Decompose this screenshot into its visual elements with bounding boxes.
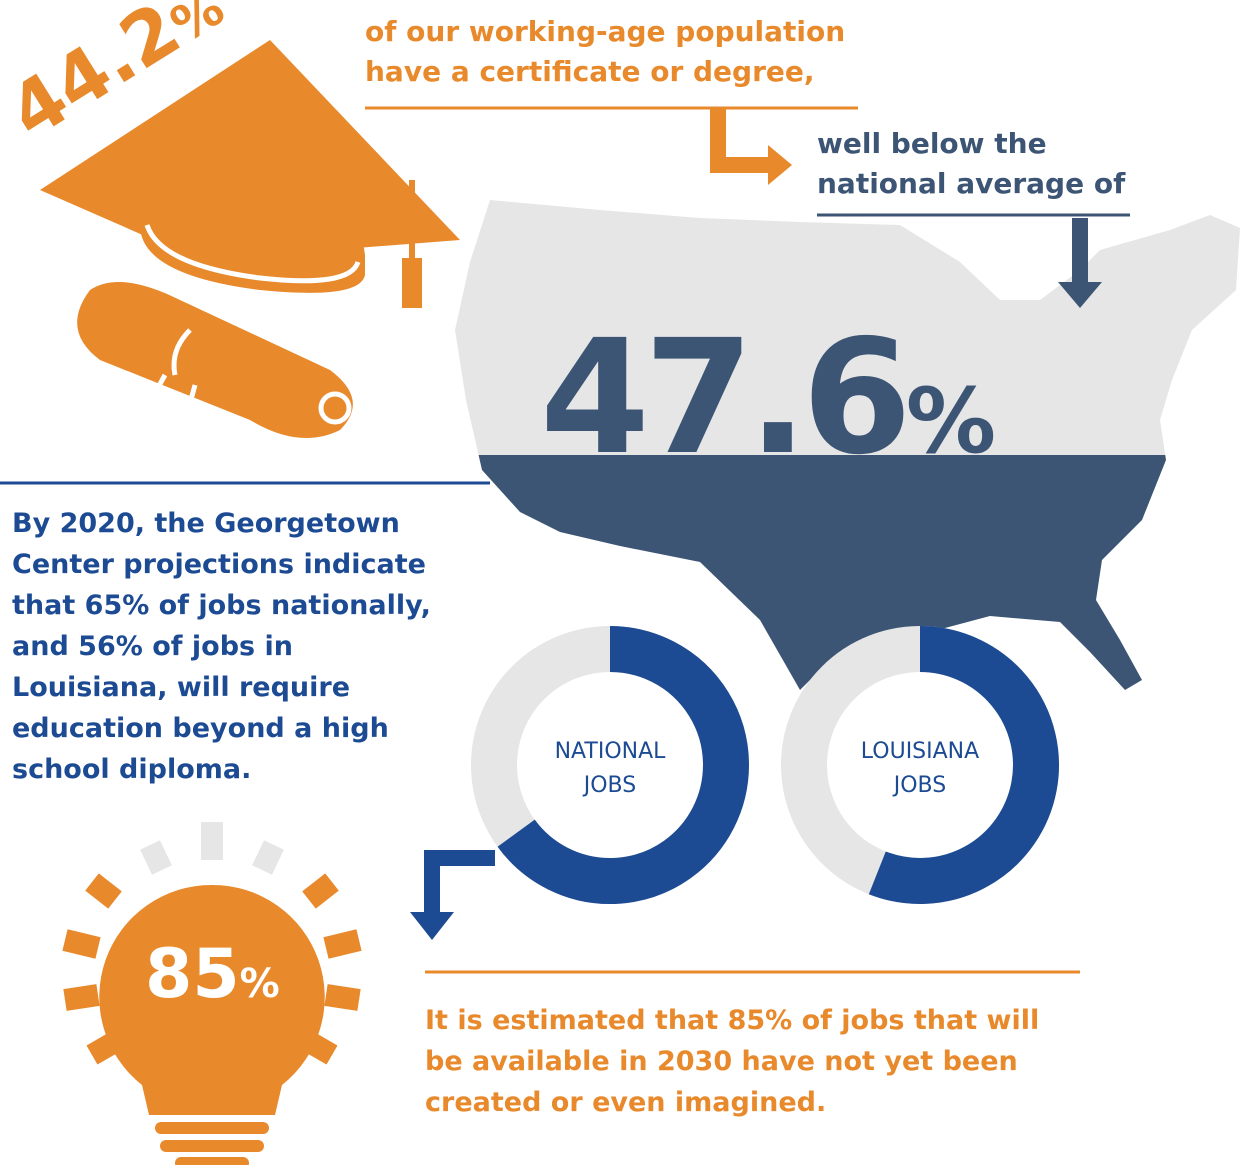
text-line: Center projections indicate <box>12 549 426 580</box>
donut-arc <box>868 626 1059 904</box>
arrow-head <box>768 145 792 185</box>
donuts: NATIONAL JOBS LOUISIANA JOBS <box>471 626 1059 904</box>
donut-label: NATIONAL <box>555 739 667 764</box>
donut-label: LOUISIANA <box>861 739 979 764</box>
text-line: national average of <box>817 167 1126 200</box>
text-line: and 56% of jobs in <box>12 631 293 662</box>
text-line: created or even imagined. <box>425 1087 827 1118</box>
graduation-icon <box>40 40 460 449</box>
stat-unit: % <box>905 369 997 474</box>
text-line: school diploma. <box>12 754 252 785</box>
donut-label: JOBS <box>582 773 636 798</box>
text-line: have a certificate or degree, <box>365 55 815 88</box>
text-line: It is estimated that 85% of jobs that wi… <box>425 1005 1040 1036</box>
arrow-head <box>1058 282 1102 308</box>
text-line: education beyond a high <box>12 713 389 744</box>
text-line: Louisiana, will require <box>12 672 351 703</box>
text-line: By 2020, the Georgetown <box>12 508 400 539</box>
statement: of our working-age population have a cert… <box>365 12 845 92</box>
donut-arrow <box>410 850 495 940</box>
text-line: that 65% of jobs nationally, <box>12 590 431 621</box>
paragraph: It is estimated that 85% of jobs that wi… <box>425 1000 1039 1123</box>
stat-number: 85 <box>145 935 240 1014</box>
donut-label: JOBS <box>892 773 946 798</box>
statement: well below the national average of <box>817 124 1125 204</box>
stat-unit: % <box>239 961 280 1007</box>
text-line: well below the <box>817 127 1047 160</box>
donut-arc <box>497 626 749 904</box>
stat: 47.6% <box>540 318 996 502</box>
paragraph: By 2020, the Georgetown Center projection… <box>12 503 431 790</box>
text-line: be available in 2030 have not yet been <box>425 1046 1018 1077</box>
lightbulb-icon <box>62 822 362 1165</box>
stat-number: 47.6 <box>540 306 912 490</box>
arrow <box>710 108 770 173</box>
stat: 85% <box>145 935 280 1014</box>
text-line: of our working-age population <box>365 15 846 48</box>
